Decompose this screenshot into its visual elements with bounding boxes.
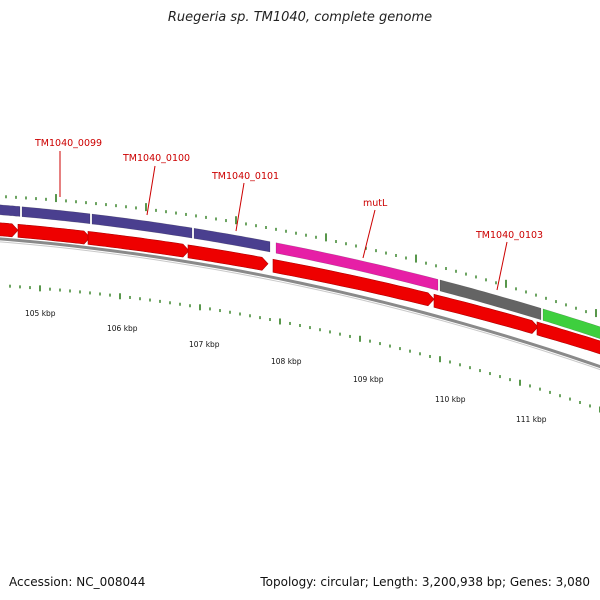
scale-label: 105 kbp: [25, 309, 56, 318]
feature-block: [275, 242, 439, 291]
scale-label: 106 kbp: [107, 324, 138, 333]
gene-label-leader-line: [146, 165, 156, 216]
accession-label: Accession: NC_008044: [9, 575, 146, 589]
feature-block: [542, 308, 600, 339]
cds-arrow: [536, 321, 600, 355]
cds-arrow: [187, 244, 269, 271]
gene-label-leader-line: [362, 209, 376, 259]
gene-label[interactable]: TM1040_0099: [34, 138, 102, 149]
cds-arrow: [272, 258, 435, 307]
inner-tick-row: [9, 284, 600, 413]
gene-label[interactable]: TM1040_0100: [122, 153, 190, 164]
cds-arrow: [87, 231, 190, 258]
cds-arrow: [433, 293, 539, 334]
feature-block: [0, 204, 21, 217]
genome-backbone: [0, 237, 600, 371]
backbone-line: [0, 237, 600, 369]
scale-label: 111 kbp: [516, 415, 547, 424]
gene-label-group[interactable]: TM1040_0103: [475, 230, 543, 291]
scale-label: 109 kbp: [353, 375, 384, 384]
scale-label: 108 kbp: [271, 357, 302, 366]
feature-block: [91, 213, 193, 239]
gene-label[interactable]: TM1040_0103: [475, 230, 543, 241]
feature-block: [439, 279, 542, 321]
gene-label[interactable]: TM1040_0101: [211, 171, 279, 182]
gene-label-group[interactable]: TM1040_0100: [122, 153, 190, 216]
map-title: Ruegeria sp. TM1040, complete genome: [167, 10, 433, 25]
gene-label[interactable]: mutL: [363, 198, 388, 209]
feature-block: [21, 206, 91, 225]
scale-labels: 105 kbp 106 kbp 107 kbp 108 kbp 109 kbp …: [25, 309, 547, 424]
gene-label-leader-line: [496, 241, 508, 291]
forward-strand-track: [0, 204, 600, 339]
cds-arrow: [0, 222, 19, 238]
feature-block: [193, 227, 271, 253]
gene-label-leader-line: [235, 182, 245, 232]
gene-label-group[interactable]: TM1040_0099: [34, 138, 102, 197]
genome-summary-label: Topology: circular; Length: 3,200,938 bp…: [260, 575, 590, 589]
backbone-shadow: [0, 241, 600, 371]
scale-label: 110 kbp: [435, 395, 466, 404]
reverse-strand-track: [0, 222, 600, 355]
scale-label: 107 kbp: [189, 340, 220, 349]
gene-label-group[interactable]: mutL: [362, 198, 388, 259]
gene-label-group[interactable]: TM1040_0101: [211, 171, 279, 232]
gene-labels: TM1040_0099 TM1040_0100 TM1040_0101 mutL…: [34, 138, 543, 291]
cds-arrow: [17, 223, 91, 245]
